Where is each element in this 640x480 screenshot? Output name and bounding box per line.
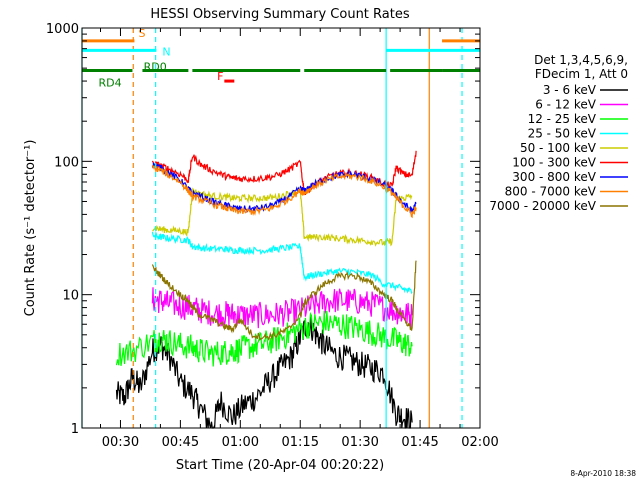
axes: 1 10 100 1000 00:30 00:45 01:00 01:15 01:30 01:45… bbox=[46, 22, 499, 450]
series-line-2 bbox=[115, 310, 413, 367]
x-tick-label-6: 02:00 bbox=[461, 435, 498, 450]
series-line-3 bbox=[151, 230, 413, 295]
flag-label-4: RD0 bbox=[144, 61, 167, 74]
flag-label-0: S bbox=[138, 27, 145, 40]
y-tick-label-2: 100 bbox=[54, 155, 79, 170]
x-tick-label-4: 01:30 bbox=[341, 435, 378, 450]
series-line-4 bbox=[152, 187, 413, 247]
flag-label-1: N bbox=[162, 45, 170, 58]
legend-entry-5: 100 - 300 keV bbox=[512, 156, 596, 170]
chart-title: HESSI Observing Summary Count Rates bbox=[150, 7, 409, 22]
series-layer bbox=[115, 150, 417, 429]
y-tick-label-0: 1 bbox=[71, 422, 79, 437]
y-tick-label-1: 10 bbox=[62, 289, 79, 304]
series-line-7 bbox=[151, 164, 417, 219]
x-tick-label-5: 01:45 bbox=[401, 435, 438, 450]
legend-entry-6: 300 - 800 keV bbox=[512, 170, 596, 184]
legend-entry-1: 6 - 12 keV bbox=[535, 98, 597, 112]
legend-header-0: Det 1,3,4,5,6,9, bbox=[534, 53, 628, 67]
legend-header-1: FDecim 1, Att 0 bbox=[535, 67, 628, 81]
x-axis-label: Start Time (20-Apr-04 00:20:22) bbox=[176, 458, 384, 473]
legend-entry-7: 800 - 7000 keV bbox=[505, 185, 597, 199]
legend-entry-2: 12 - 25 keV bbox=[528, 112, 597, 126]
series-line-1 bbox=[151, 287, 413, 329]
flag-label-3: RD4 bbox=[98, 77, 121, 90]
y-axis-label: Count Rate (s⁻¹ detector⁻¹) bbox=[23, 140, 38, 317]
y-tick-label-3: 1000 bbox=[46, 22, 79, 37]
plot-frame bbox=[81, 27, 481, 429]
x-tick-label-1: 00:45 bbox=[162, 435, 199, 450]
x-tick-label-2: 01:00 bbox=[222, 435, 259, 450]
legend-entry-0: 3 - 6 keV bbox=[543, 83, 597, 97]
series-line-6 bbox=[151, 162, 417, 214]
legend-entry-3: 25 - 50 keV bbox=[528, 127, 597, 141]
flag-bars: S N F RD4 RD0 bbox=[82, 27, 480, 90]
date-stamp: 8-Apr-2010 18:38 bbox=[570, 469, 636, 478]
legend-entry-4: 50 - 100 keV bbox=[520, 141, 597, 155]
legend-entry-8: 7000 - 20000 keV bbox=[489, 199, 596, 213]
legend: Det 1,3,4,5,6,9,FDecim 1, Att 0 3 - 6 keV… bbox=[489, 53, 628, 213]
series-line-8 bbox=[151, 260, 417, 342]
x-tick-label-0: 00:30 bbox=[102, 435, 139, 450]
flag-label-2: F bbox=[217, 70, 223, 83]
x-tick-label-3: 01:15 bbox=[282, 435, 319, 450]
